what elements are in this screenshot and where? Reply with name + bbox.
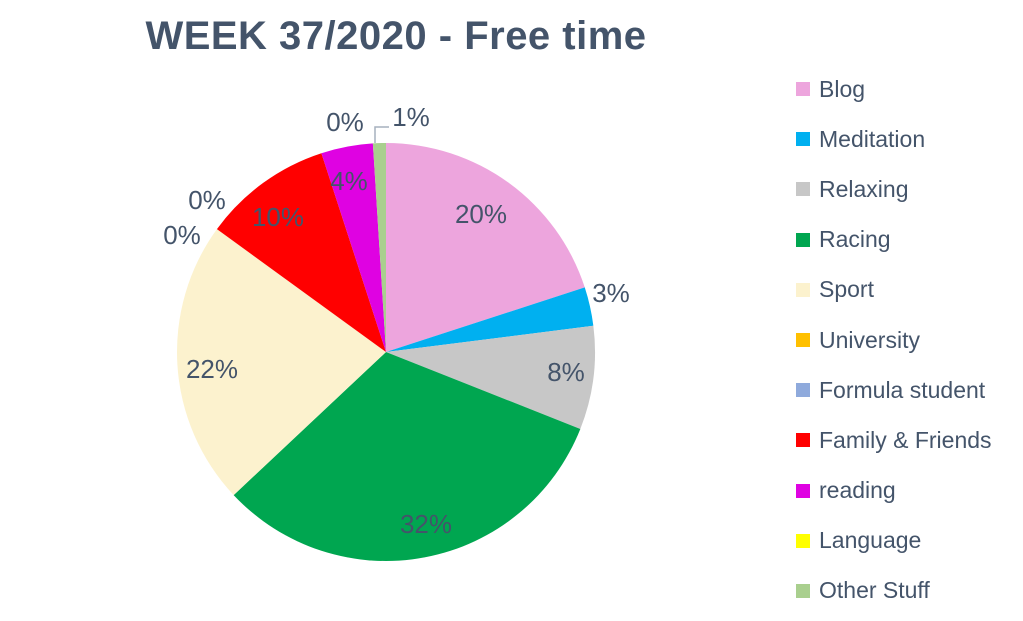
pie-slice-sport	[177, 229, 386, 496]
legend-label: Relaxing	[819, 175, 909, 202]
legend-swatch-relaxing	[796, 182, 810, 197]
legend-label: University	[819, 326, 920, 353]
chart-title: WEEK 37/2020 - Free time	[145, 14, 647, 58]
legend-swatch-language	[796, 533, 810, 548]
pie-slice-blog	[386, 143, 585, 352]
data-label-reading: 4%	[330, 166, 368, 196]
legend-item-language: Language	[796, 516, 992, 566]
legend-item-university: University	[796, 315, 992, 365]
legend-item-relaxing: Relaxing	[796, 164, 992, 214]
legend-label: reading	[819, 477, 896, 504]
legend-item-reading: reading	[796, 466, 992, 516]
pie-slice-relaxing	[386, 325, 595, 429]
legend-item-formula-student: Formula student	[796, 365, 992, 415]
data-label-other-stuff: 1%	[392, 102, 430, 132]
pie-slice-other-stuff	[372, 143, 386, 352]
legend-label: Family & Friends	[819, 426, 992, 453]
legend-item-other-stuff: Other Stuff	[796, 566, 992, 616]
legend-swatch-meditation	[796, 132, 810, 147]
legend-swatch-sport	[796, 282, 810, 297]
legend-item-racing: Racing	[796, 215, 992, 265]
leader-line-other-stuff	[374, 126, 389, 143]
legend-item-sport: Sport	[796, 265, 992, 315]
legend-label: Formula student	[819, 376, 986, 403]
pie-slice-reading	[321, 143, 386, 352]
legend-swatch-reading	[796, 483, 810, 498]
legend-item-meditation: Meditation	[796, 114, 992, 164]
legend-label: Racing	[819, 226, 891, 253]
legend-swatch-university	[796, 333, 810, 348]
legend-label: Sport	[819, 276, 874, 303]
legend-swatch-racing	[796, 232, 810, 247]
data-label-racing: 32%	[400, 509, 452, 539]
pie-slice-family-friends	[216, 153, 386, 352]
legend: Blog Meditation Relaxing Racing Sport Univers…	[796, 64, 992, 616]
data-label-formula-student: 0%	[163, 220, 201, 250]
data-label-family-friends: 10%	[252, 202, 304, 232]
data-label-meditation: 3%	[592, 278, 630, 308]
legend-item-blog: Blog	[796, 64, 992, 114]
legend-label: Other Stuff	[819, 577, 930, 604]
data-label-language: 0%	[326, 107, 364, 137]
legend-item-family-friends: Family & Friends	[796, 415, 992, 465]
pie-slice-meditation	[386, 287, 594, 352]
legend-swatch-family-friends	[796, 433, 810, 448]
legend-label: Blog	[819, 75, 866, 102]
legend-label: Language	[819, 527, 922, 554]
data-label-sport: 22%	[186, 354, 238, 384]
legend-label: Meditation	[819, 125, 926, 152]
pie-slice-racing	[233, 352, 581, 561]
legend-swatch-formula-student	[796, 383, 810, 398]
data-label-blog: 20%	[455, 199, 507, 229]
legend-swatch-blog	[796, 82, 810, 97]
legend-swatch-other-stuff	[796, 583, 810, 598]
data-label-relaxing: 8%	[547, 357, 585, 387]
data-label-university: 0%	[188, 185, 226, 215]
